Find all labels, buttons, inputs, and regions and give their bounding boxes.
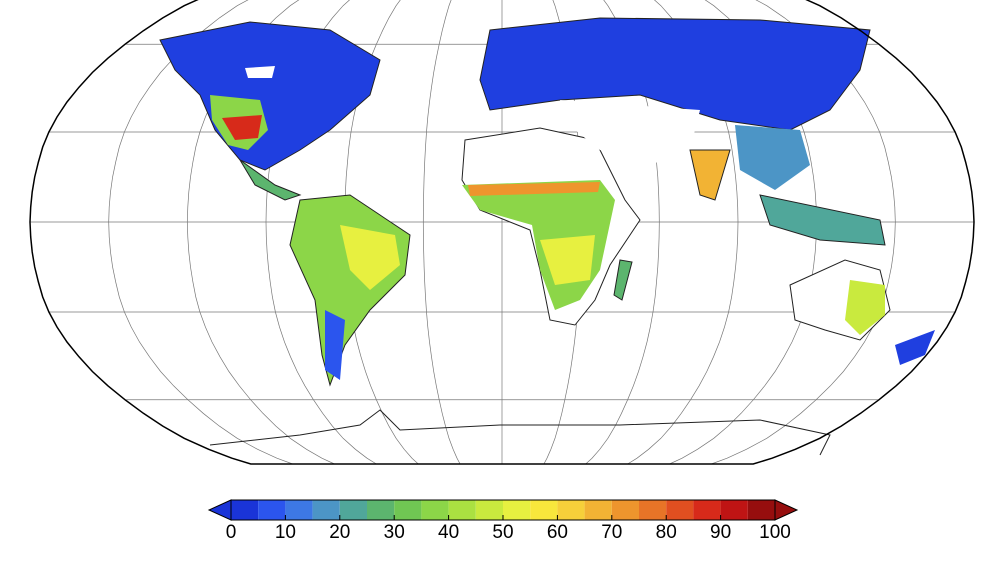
colorbar-segment bbox=[666, 500, 694, 520]
colorbar-segment bbox=[231, 500, 259, 520]
arid-asia bbox=[560, 100, 700, 165]
north-america-hot bbox=[222, 115, 262, 140]
colorbar-segment bbox=[394, 500, 422, 520]
north-america bbox=[159, 21, 381, 171]
central-america bbox=[239, 159, 302, 201]
colorbar-extend-max bbox=[774, 499, 799, 521]
colorbar-segment bbox=[611, 500, 639, 520]
south-america bbox=[289, 194, 411, 387]
australia-east bbox=[845, 280, 885, 335]
colorbar-segment bbox=[557, 500, 585, 520]
indonesia bbox=[759, 194, 886, 246]
colorbar-segment bbox=[367, 500, 395, 520]
antarctica bbox=[209, 409, 831, 456]
colorbar-segment bbox=[503, 500, 531, 520]
meridian bbox=[422, 0, 461, 465]
africa-warm bbox=[540, 235, 595, 285]
colorbar-segment bbox=[747, 500, 775, 520]
colorbar-tick-label: 70 bbox=[601, 522, 622, 543]
map-outline bbox=[29, 0, 975, 465]
colorbar-segment bbox=[693, 500, 721, 520]
brazil-field bbox=[340, 225, 400, 290]
madagascar bbox=[613, 259, 633, 301]
east-asia bbox=[735, 125, 810, 190]
colorbar-segment bbox=[312, 500, 340, 520]
new-zealand bbox=[895, 330, 935, 365]
colorbar-segment bbox=[339, 500, 367, 520]
colorbar-tick-label: 100 bbox=[759, 522, 791, 543]
colorbar-tick-label: 60 bbox=[547, 522, 568, 543]
colorbar-tick-label: 40 bbox=[438, 522, 459, 543]
colorbar-segment bbox=[639, 500, 667, 520]
colorbar-segment bbox=[421, 500, 449, 520]
colorbar-tick-label: 50 bbox=[492, 522, 513, 543]
colorbar-segment bbox=[720, 500, 748, 520]
colorbar-segment bbox=[475, 500, 503, 520]
patagonia bbox=[325, 310, 345, 380]
colorbar-segment bbox=[530, 500, 558, 520]
land-fields bbox=[159, 17, 935, 456]
colorbar-segment bbox=[584, 500, 612, 520]
colorbar-tick-label: 10 bbox=[275, 522, 296, 543]
hudson bbox=[245, 66, 275, 78]
colorbar: 0 10 20 30 40 50 60 70 80 90 100 bbox=[207, 499, 799, 543]
colorbar-tick-label: 20 bbox=[329, 522, 350, 543]
colorbar-extend-min bbox=[207, 499, 232, 521]
colorbar-tick-label: 90 bbox=[710, 522, 731, 543]
colorbar-segment bbox=[258, 500, 286, 520]
colorbar-tick-label: 30 bbox=[384, 522, 405, 543]
colorbar-segment bbox=[285, 500, 313, 520]
colorbar-tick-label: 80 bbox=[656, 522, 677, 543]
colorbar-segment bbox=[448, 500, 476, 520]
colorbar-tick-label: 0 bbox=[226, 522, 237, 543]
india bbox=[689, 149, 731, 201]
sahel bbox=[468, 182, 600, 196]
